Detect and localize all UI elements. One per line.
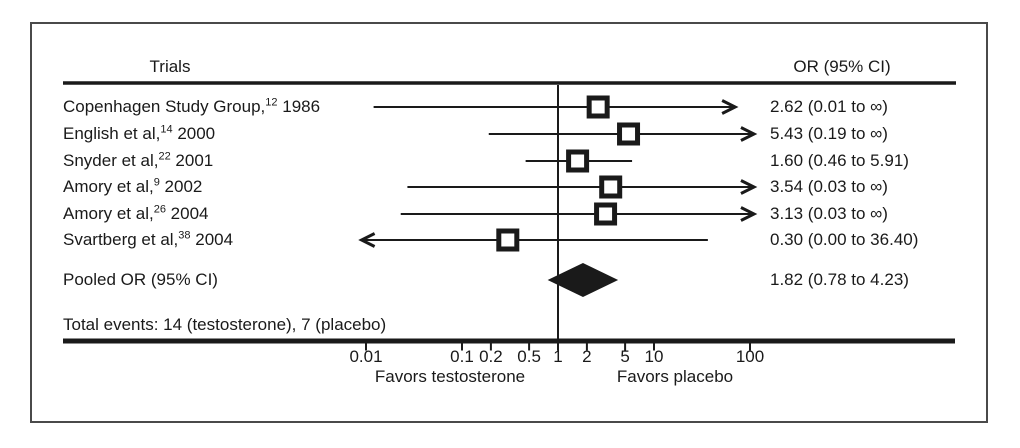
column-header-or-ci: OR (95% CI) <box>793 57 891 76</box>
trial-label: Amory et al,26 2004 <box>63 204 209 224</box>
favors-testosterone-label: Favors testosterone <box>374 367 526 386</box>
axis-tick-label: 5 <box>620 347 630 366</box>
axis-tick-label: 0.1 <box>450 347 474 366</box>
arrow-left-icon <box>358 232 376 248</box>
or-point-square <box>599 175 623 199</box>
reference-superscript: 22 <box>158 150 171 163</box>
trial-name: Svartberg et al, <box>63 230 179 249</box>
trial-name: Copenhagen Study Group, <box>63 97 266 116</box>
or-point-square <box>586 95 610 119</box>
or-point-square <box>566 149 590 173</box>
arrow-right-icon <box>721 99 739 115</box>
pooled-diamond <box>547 263 619 297</box>
trial-label: Svartberg et al,38 2004 <box>63 230 233 250</box>
or-point-square <box>594 202 618 226</box>
pooled-or-value: 1.82 (0.78 to 4.23) <box>770 270 909 289</box>
or-ci-value: 2.62 (0.01 to ∞) <box>770 97 888 116</box>
axis-tick-label: 0.2 <box>479 347 503 366</box>
or-ci-value: 5.43 (0.19 to ∞) <box>770 124 888 143</box>
trial-label: English et al,14 2000 <box>63 124 215 144</box>
trial-year: 2004 <box>165 204 209 223</box>
trial-year: 2000 <box>172 124 216 143</box>
reference-superscript: 38 <box>178 229 191 242</box>
axis-tick-label: 0.5 <box>517 347 541 366</box>
figure-frame <box>30 22 988 423</box>
favors-placebo-label: Favors placebo <box>616 367 734 386</box>
reference-superscript: 9 <box>153 176 160 189</box>
reference-superscript: 12 <box>265 96 278 109</box>
trial-label: Snyder et al,22 2001 <box>63 151 213 171</box>
reference-superscript: 14 <box>160 123 173 136</box>
trial-label: Amory et al,9 2002 <box>63 177 202 197</box>
trial-year: 2001 <box>170 151 214 170</box>
axis-tick-label: 0.01 <box>349 347 383 366</box>
reference-superscript: 26 <box>153 203 166 216</box>
or-ci-value: 3.54 (0.03 to ∞) <box>770 177 888 196</box>
trial-label: Copenhagen Study Group,12 1986 <box>63 97 320 117</box>
or-ci-value: 3.13 (0.03 to ∞) <box>770 204 888 223</box>
or-ci-value: 1.60 (0.46 to 5.91) <box>770 151 909 170</box>
trial-year: 2002 <box>159 177 203 196</box>
axis-tick-label: 1 <box>553 347 563 366</box>
trial-year: 2004 <box>190 230 234 249</box>
trial-year: 1986 <box>277 97 321 116</box>
total-events-text: Total events: 14 (testosterone), 7 (plac… <box>63 315 387 334</box>
arrow-right-icon <box>740 179 758 195</box>
axis-tick-label: 100 <box>735 347 765 366</box>
axis-tick-label: 2 <box>582 347 592 366</box>
arrow-right-icon <box>740 126 758 142</box>
arrow-right-icon <box>740 206 758 222</box>
column-header-trials: Trials <box>149 57 191 76</box>
trial-name: Snyder et al, <box>63 151 159 170</box>
trial-name: Amory et al, <box>63 177 154 196</box>
trial-name: Amory et al, <box>63 204 154 223</box>
axis-tick-label: 10 <box>644 347 664 366</box>
or-point-square <box>617 122 641 146</box>
trial-name: English et al, <box>63 124 161 143</box>
or-ci-value: 0.30 (0.00 to 36.40) <box>770 230 919 249</box>
or-point-square <box>496 228 520 252</box>
pooled-or-label: Pooled OR (95% CI) <box>63 270 218 289</box>
